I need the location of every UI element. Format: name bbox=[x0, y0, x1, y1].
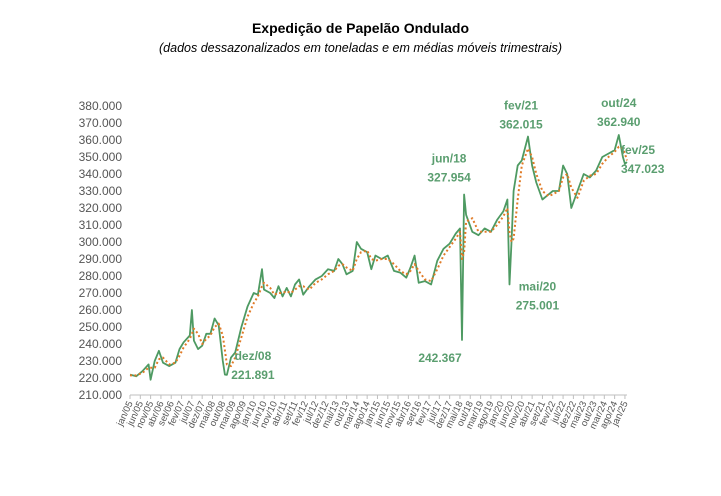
annotation-label: 221.891 bbox=[231, 368, 275, 382]
annotation-label: fev/25 bbox=[621, 143, 655, 157]
y-tick-label: 300.000 bbox=[79, 235, 123, 249]
x-axis: jan/05jun/05nov/05abr/06set/06fev/07jul/… bbox=[114, 395, 630, 431]
y-tick-label: 350.000 bbox=[79, 150, 123, 164]
y-tick-label: 380.000 bbox=[79, 99, 123, 113]
y-tick-label: 340.000 bbox=[79, 167, 123, 181]
annotation-label: fev/21 bbox=[504, 99, 538, 113]
y-tick-label: 290.000 bbox=[79, 252, 123, 266]
annotation-label: 275.001 bbox=[516, 298, 560, 312]
annotation-label: out/24 bbox=[601, 96, 637, 110]
y-tick-label: 240.000 bbox=[79, 337, 123, 351]
annotation-label: 362.940 bbox=[597, 115, 641, 129]
y-tick-label: 210.000 bbox=[79, 388, 123, 402]
monthly-data-line bbox=[130, 135, 627, 380]
y-tick-label: 260.000 bbox=[79, 303, 123, 317]
y-tick-label: 320.000 bbox=[79, 201, 123, 215]
y-tick-label: 330.000 bbox=[79, 184, 123, 198]
y-tick-label: 280.000 bbox=[79, 269, 123, 283]
annotation-label: 327.954 bbox=[427, 170, 471, 184]
annotation-label: 347.023 bbox=[621, 162, 665, 176]
series-layer bbox=[130, 135, 627, 380]
annotation-label: mai/20 bbox=[519, 279, 557, 293]
annotation-label: 242.367 bbox=[418, 351, 462, 365]
y-tick-label: 360.000 bbox=[79, 133, 123, 147]
y-axis: 210.000 220.000 230.000 240.000 250.000 260.0… bbox=[79, 99, 123, 402]
y-tick-label: 250.000 bbox=[79, 320, 123, 334]
annotation-layer: dez/08 221.891 242.367 jun/18 327.954 mai/20 2… bbox=[231, 96, 664, 382]
annotation-label: 362.015 bbox=[499, 118, 543, 132]
annotation-label: jun/18 bbox=[431, 151, 467, 165]
annotation-label: dez/08 bbox=[235, 349, 272, 363]
y-tick-label: 220.000 bbox=[79, 371, 123, 385]
y-tick-label: 230.000 bbox=[79, 354, 123, 368]
y-tick-label: 310.000 bbox=[79, 218, 123, 232]
y-tick-label: 270.000 bbox=[79, 286, 123, 300]
y-tick-label: 370.000 bbox=[79, 116, 123, 130]
